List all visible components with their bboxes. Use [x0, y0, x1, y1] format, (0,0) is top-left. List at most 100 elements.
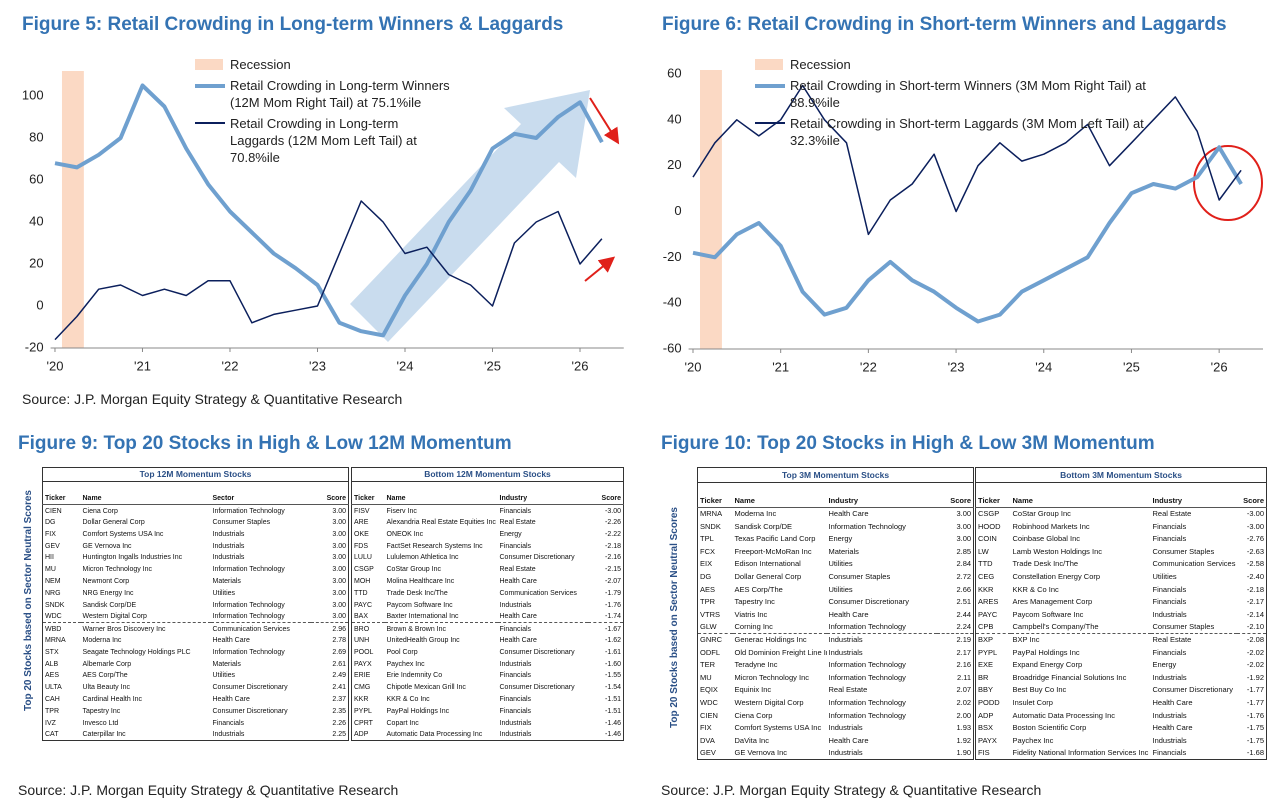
- table-cell: COIN: [978, 534, 997, 544]
- table-cell: CPB: [978, 622, 994, 632]
- table-cell: GE Vernova Inc: [734, 748, 788, 758]
- table-cell: Insulet Corp: [1012, 697, 1053, 707]
- table-cell: 1.92: [956, 735, 972, 745]
- table-cell: 3.00: [956, 509, 972, 519]
- table-cell: Consumer Staples: [1152, 622, 1215, 632]
- table-cell: -1.46: [605, 731, 622, 739]
- table-cell: Real Estate: [499, 519, 536, 527]
- table-cell: KKR: [354, 696, 369, 704]
- table-cell: Financials: [497, 622, 588, 635]
- table-cell: Health Care: [1152, 697, 1193, 707]
- table-cell: 2.24: [956, 622, 972, 632]
- x-tick-label: '21: [772, 359, 789, 374]
- table-cell: 3.00: [332, 589, 347, 597]
- table-cell: Expand Energy Corp: [1012, 660, 1083, 670]
- x-tick-label: '20: [685, 359, 702, 374]
- column-header: Ticker: [975, 494, 1011, 508]
- table-cell: -3.00: [1246, 521, 1265, 531]
- table-row: KKR KKR & Co Inc Financials -2.18: [976, 583, 1267, 596]
- table-cell: AES Corp/The: [82, 672, 128, 680]
- table-cell: Consumer Staples: [828, 572, 891, 582]
- recession-band: [700, 70, 722, 349]
- table-row: WDC Western Digital Corp Information Techn…: [43, 611, 349, 623]
- table-cell: Utilities: [828, 559, 853, 569]
- legend: Recession Retail Crowding in Long-term Wi…: [195, 56, 450, 170]
- table-cell: NRG Energy Inc: [82, 589, 134, 597]
- table-cell: 3.00: [956, 521, 972, 531]
- table-row: FIX Comfort Systems USA Inc Industrials 3.0…: [43, 528, 349, 540]
- stock-table: Top 3M Momentum Stocks Ticker Name Industry…: [697, 467, 975, 760]
- table-row: CPB Campbell's Company/The Consumer Staple…: [976, 621, 1267, 634]
- series-line: [692, 84, 1242, 236]
- table-row: OKE ONEOK Inc Energy -2.22: [352, 528, 624, 540]
- stock-table: Bottom 12M Momentum Stocks Ticker Name Indu…: [351, 467, 625, 742]
- table-cell: 3.00: [332, 601, 347, 609]
- table-row: ERIE Erie Indemnity Co Financials -1.55: [352, 670, 624, 682]
- table-cell: 2.51: [956, 597, 972, 607]
- table-cell: Fiserv Inc: [386, 507, 417, 515]
- table-cell: WBD: [42, 622, 81, 635]
- table-row: WDC Western Digital Corp Information Techn…: [698, 696, 974, 709]
- table-cell: 2.16: [956, 660, 972, 670]
- table-cell: Utilities: [212, 672, 236, 680]
- column-header: Industry: [1150, 494, 1237, 508]
- table-row: BAX Baxter International Inc Health Care -1…: [352, 611, 624, 623]
- x-tick-label: '23: [309, 358, 326, 373]
- table-cell: Constellation Energy Corp: [1012, 572, 1101, 582]
- table-cell: Dollar General Corp: [734, 572, 802, 582]
- table-cell: PayPal Holdings Inc: [1012, 647, 1080, 657]
- table-cell: FIS: [978, 748, 990, 758]
- x-tick-label: '20: [46, 358, 63, 373]
- stock-table: Top 12M Momentum Stocks Ticker Name Sector S…: [42, 467, 350, 742]
- table-cell: Fidelity National Information Services I…: [1012, 748, 1149, 758]
- table-cell: -2.10: [1246, 622, 1265, 632]
- spacer: [352, 481, 624, 493]
- table-cell: Communication Services: [210, 622, 311, 635]
- table-cell: 2.11: [957, 672, 972, 682]
- table-cell: Edison International: [734, 559, 801, 569]
- table-cell: Financials: [1152, 597, 1187, 607]
- table-cell: UnitedHealth Group Inc: [386, 637, 460, 645]
- column-header: Score: [936, 494, 974, 508]
- y-tick-label: 100: [22, 87, 44, 102]
- table-cell: ADP: [354, 731, 369, 739]
- table-cell: Western Digital Corp: [734, 697, 804, 707]
- y-tick-label: 40: [667, 111, 681, 126]
- table-cell: Baxter International Inc: [386, 613, 459, 621]
- table-cell: Utilities: [828, 584, 853, 594]
- table-cell: Industrials: [212, 554, 245, 562]
- table-cell: POOL: [354, 648, 374, 656]
- table-cell: ADP: [978, 710, 994, 720]
- table-cell: 3.00: [332, 507, 347, 515]
- table-cell: -2.26: [605, 519, 622, 527]
- y-tick-label: 60: [29, 171, 43, 186]
- table-cell: -1.76: [1246, 710, 1265, 720]
- table-cell: Industrials: [499, 660, 532, 668]
- table-cell: Health Care: [499, 637, 537, 645]
- table-cell: UNH: [354, 637, 370, 645]
- table-cell: Ulta Beauty Inc: [82, 684, 130, 692]
- table-caption: Top 12M Momentum Stocks: [42, 467, 349, 482]
- table-cell: -1.62: [605, 637, 622, 645]
- table-cell: Huntington Ingalls Industries Inc: [82, 554, 183, 562]
- table-cell: Equinix Inc: [734, 685, 772, 695]
- table-cell: Financials: [499, 707, 532, 715]
- table-cell: Real Estate: [828, 685, 868, 695]
- table-cell: -2.02: [1246, 660, 1265, 670]
- column-header: Sector: [210, 493, 311, 506]
- table-cell: Financials: [212, 719, 245, 727]
- highlight-circle: [1193, 145, 1263, 221]
- table-cell: Utilities: [1152, 572, 1177, 582]
- legend-swatch: [755, 84, 785, 88]
- table-cell: CSGP: [354, 566, 374, 574]
- table-cell: Consumer Discretionary: [499, 684, 575, 692]
- table-row: AES AES Corp/The Utilities 2.66: [698, 583, 974, 596]
- table-cell: Financials: [1152, 647, 1187, 657]
- table-cell: PAYC: [354, 601, 373, 609]
- table-cell: Generac Holdings Inc: [732, 632, 827, 646]
- table-row: IVZ Invesco Ltd Financials 2.26: [43, 717, 349, 729]
- table-cell: AES: [45, 672, 60, 680]
- table-cell: TPR: [45, 707, 59, 715]
- table-cell: CMG: [354, 684, 371, 692]
- table-cell: STX: [45, 648, 59, 656]
